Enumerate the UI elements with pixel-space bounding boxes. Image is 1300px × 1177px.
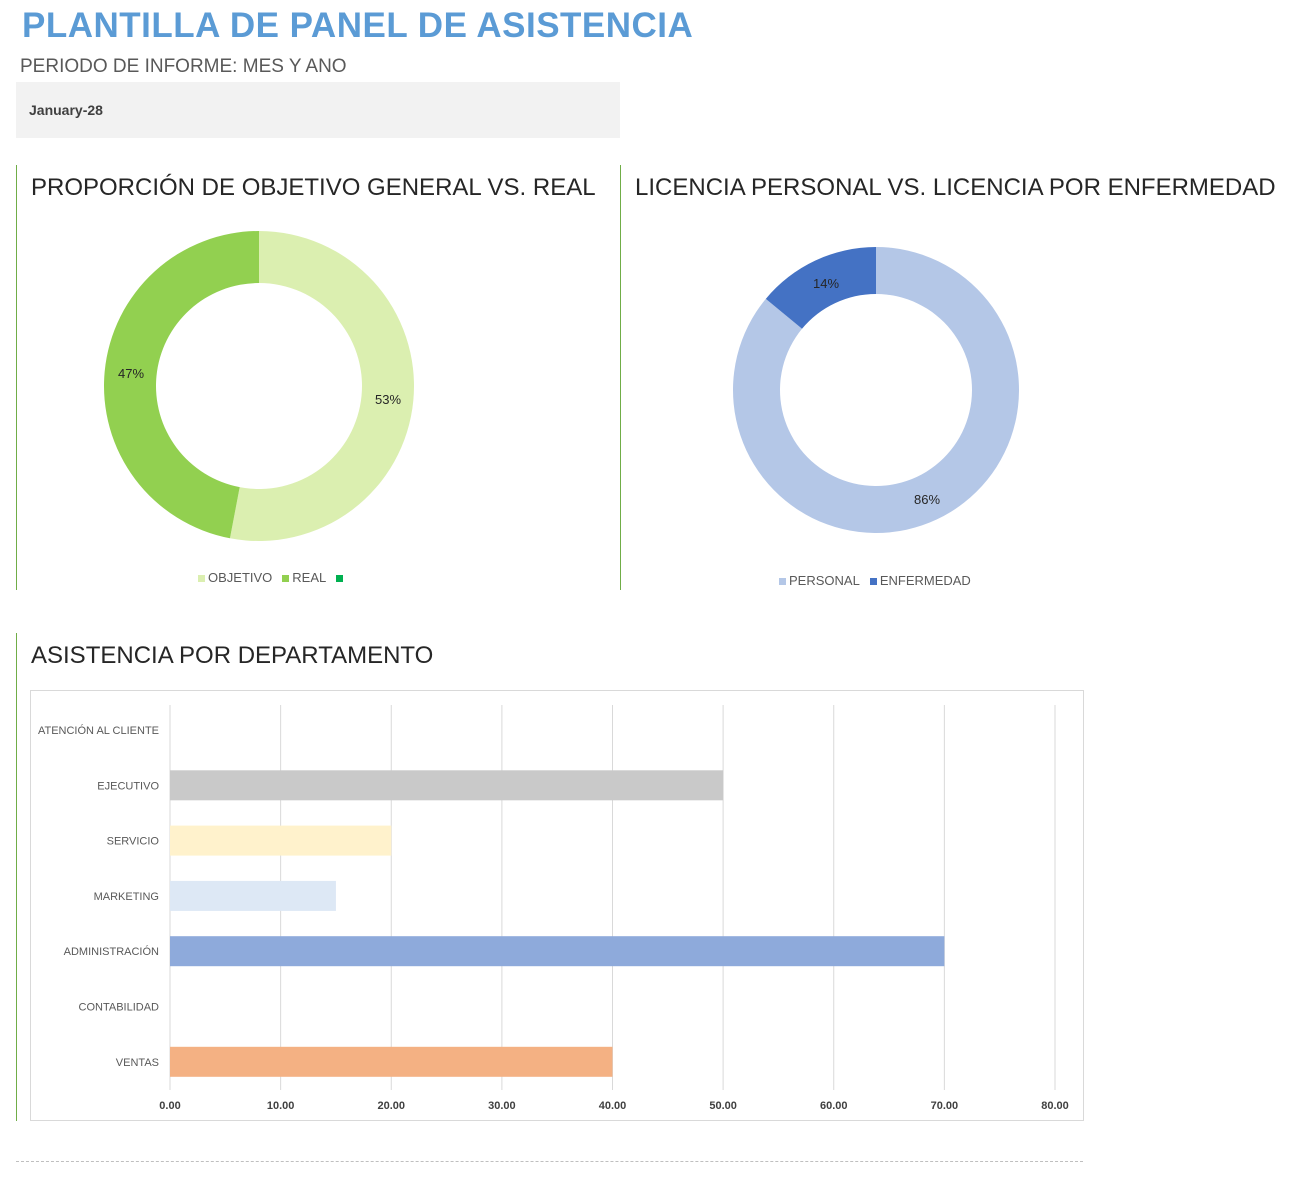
data-label-real: 47%	[118, 366, 144, 381]
objective-donut-chart: 53% 47%	[104, 231, 415, 541]
x-tick-label: 10.00	[267, 1100, 295, 1112]
donut-slice-real	[104, 231, 259, 539]
data-label-personal: 86%	[914, 492, 940, 507]
x-tick-label: 20.00	[377, 1100, 405, 1112]
leave-legend: PERSONAL ENFERMEDAD	[779, 573, 971, 588]
x-tick-label: 60.00	[820, 1100, 848, 1112]
bar-3	[170, 880, 336, 911]
legend-item-objetivo: OBJETIVO	[198, 570, 272, 585]
panel-divider	[16, 165, 17, 590]
y-tick-label: EJECUTIVO	[97, 780, 159, 792]
x-tick-label: 50.00	[709, 1100, 737, 1112]
bar-1	[170, 770, 724, 801]
legend-item-personal: PERSONAL	[779, 573, 860, 588]
bar-6	[170, 1046, 613, 1077]
leave-donut-chart: 86% 14%	[732, 247, 1019, 534]
donut-slice-personal	[732, 247, 1019, 534]
panel-divider	[620, 165, 621, 590]
report-period-value: January-28	[29, 102, 103, 118]
legend-item-unnamed	[336, 570, 346, 585]
chart-title-department: ASISTENCIA POR DEPARTAMENTO	[31, 642, 434, 669]
y-tick-label: MARKETING	[94, 891, 159, 903]
page-title: PLANTILLA DE PANEL DE ASISTENCIA	[22, 6, 694, 45]
y-tick-label: ADMINISTRACIÓN	[64, 945, 159, 958]
bar-4	[170, 936, 945, 967]
donut-slice-objetivo	[229, 231, 415, 541]
x-tick-label: 70.00	[931, 1100, 959, 1112]
data-label-enfermedad: 14%	[813, 276, 839, 291]
chart-title-leave: LICENCIA PERSONAL VS. LICENCIA POR ENFER…	[635, 174, 1276, 201]
legend-item-real: REAL	[282, 570, 326, 585]
chart-title-objective: PROPORCIÓN DE OBJETIVO GENERAL VS. REAL	[31, 174, 596, 201]
y-tick-label: CONTABILIDAD	[79, 1002, 160, 1014]
panel-divider	[16, 633, 17, 1121]
donut-slice-enfermedad	[765, 247, 876, 329]
x-tick-label: 0.00	[159, 1100, 180, 1112]
y-tick-label: VENTAS	[116, 1057, 159, 1069]
y-tick-label: ATENCIÓN AL CLIENTE	[38, 724, 159, 737]
legend-item-enfermedad: ENFERMEDAD	[869, 573, 971, 588]
x-tick-label: 40.00	[599, 1100, 627, 1112]
data-label-objetivo: 53%	[375, 392, 401, 407]
dashed-separator	[16, 1161, 1083, 1162]
y-tick-label: SERVICIO	[107, 836, 160, 848]
x-tick-label: 80.00	[1041, 1100, 1069, 1112]
report-period-label: PERIODO DE INFORME: MES Y ANO	[20, 56, 347, 77]
bar-2	[170, 825, 392, 856]
x-tick-label: 30.00	[488, 1100, 516, 1112]
report-period-field[interactable]: January-28	[16, 82, 620, 138]
objective-legend: OBJETIVO REAL	[198, 570, 346, 585]
